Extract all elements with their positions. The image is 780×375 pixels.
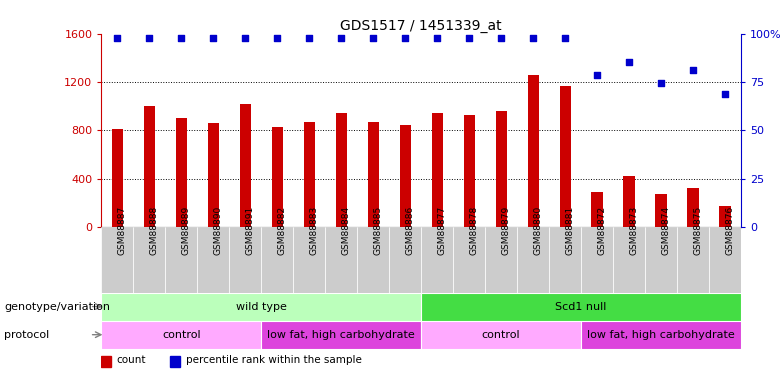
Bar: [549, 227, 581, 292]
Text: GSM88886: GSM88886: [406, 206, 414, 255]
Bar: [101, 321, 261, 349]
Bar: [133, 227, 165, 292]
Text: GSM88877: GSM88877: [438, 206, 446, 255]
Point: [655, 80, 668, 86]
Text: GSM88882: GSM88882: [278, 206, 286, 255]
Bar: [325, 227, 357, 292]
Bar: [229, 227, 261, 292]
Bar: [239, 104, 251, 227]
Bar: [197, 227, 229, 292]
Point: [431, 34, 444, 40]
Bar: [112, 129, 123, 227]
Bar: [623, 176, 635, 227]
Point: [399, 34, 412, 40]
Point: [303, 34, 316, 40]
Point: [144, 34, 156, 40]
Bar: [144, 106, 155, 227]
Text: GSM88875: GSM88875: [693, 206, 702, 255]
Bar: [431, 113, 443, 227]
Bar: [101, 292, 421, 321]
Bar: [581, 321, 741, 349]
Text: wild type: wild type: [236, 302, 287, 312]
Point: [271, 34, 284, 40]
Text: GSM88885: GSM88885: [374, 206, 382, 255]
Bar: [463, 115, 475, 227]
Point: [176, 34, 188, 40]
Bar: [261, 227, 293, 292]
Point: [591, 72, 604, 78]
Title: GDS1517 / 1451339_at: GDS1517 / 1451339_at: [340, 19, 502, 33]
Point: [367, 34, 380, 40]
Bar: [677, 227, 709, 292]
Bar: [421, 292, 741, 321]
Point: [112, 34, 124, 40]
Text: GSM88891: GSM88891: [246, 206, 254, 255]
Text: GSM88872: GSM88872: [597, 206, 606, 255]
Text: control: control: [482, 330, 520, 340]
Point: [527, 34, 540, 40]
Point: [623, 59, 636, 65]
Text: GSM88887: GSM88887: [118, 206, 126, 255]
Bar: [421, 321, 581, 349]
Text: percentile rank within the sample: percentile rank within the sample: [186, 355, 362, 365]
Text: GSM88876: GSM88876: [725, 206, 734, 255]
Bar: [303, 122, 315, 227]
Text: count: count: [117, 355, 147, 365]
Point: [335, 34, 348, 40]
Bar: [176, 118, 187, 227]
Bar: [367, 122, 379, 227]
Bar: [495, 111, 507, 227]
Point: [239, 34, 252, 40]
Bar: [527, 75, 539, 227]
Bar: [293, 227, 325, 292]
Bar: [101, 356, 111, 367]
Text: GSM88888: GSM88888: [150, 206, 158, 255]
Bar: [645, 227, 677, 292]
Point: [495, 34, 508, 40]
Bar: [559, 86, 571, 227]
Bar: [709, 227, 741, 292]
Bar: [399, 126, 411, 227]
Bar: [485, 227, 517, 292]
Bar: [687, 188, 699, 227]
Text: GSM88890: GSM88890: [214, 206, 222, 255]
Text: GSM88873: GSM88873: [629, 206, 638, 255]
Text: Scd1 null: Scd1 null: [555, 302, 607, 312]
Bar: [171, 356, 180, 367]
Bar: [421, 227, 453, 292]
Bar: [271, 127, 283, 227]
Text: protocol: protocol: [4, 330, 49, 340]
Bar: [581, 227, 613, 292]
Text: control: control: [162, 330, 200, 340]
Bar: [719, 206, 731, 227]
Bar: [165, 227, 197, 292]
Point: [719, 92, 732, 98]
Text: low fat, high carbohydrate: low fat, high carbohydrate: [587, 330, 735, 340]
Text: GSM88884: GSM88884: [342, 206, 350, 255]
Bar: [207, 123, 219, 227]
Text: GSM88881: GSM88881: [565, 206, 574, 255]
Point: [207, 34, 220, 40]
Text: GSM88879: GSM88879: [502, 206, 510, 255]
Text: low fat, high carbohydrate: low fat, high carbohydrate: [268, 330, 415, 340]
Text: GSM88883: GSM88883: [310, 206, 318, 255]
Bar: [101, 227, 133, 292]
Bar: [591, 192, 603, 227]
Bar: [261, 321, 421, 349]
Bar: [453, 227, 485, 292]
Point: [558, 34, 571, 40]
Text: GSM88874: GSM88874: [661, 206, 670, 255]
Text: GSM88878: GSM88878: [470, 206, 478, 255]
Point: [687, 67, 700, 73]
Bar: [389, 227, 421, 292]
Point: [463, 34, 476, 40]
Bar: [357, 227, 389, 292]
Text: GSM88889: GSM88889: [182, 206, 190, 255]
Bar: [335, 113, 347, 227]
Bar: [655, 194, 667, 227]
Bar: [613, 227, 645, 292]
Text: GSM88880: GSM88880: [534, 206, 542, 255]
Text: genotype/variation: genotype/variation: [4, 302, 110, 312]
Bar: [517, 227, 549, 292]
